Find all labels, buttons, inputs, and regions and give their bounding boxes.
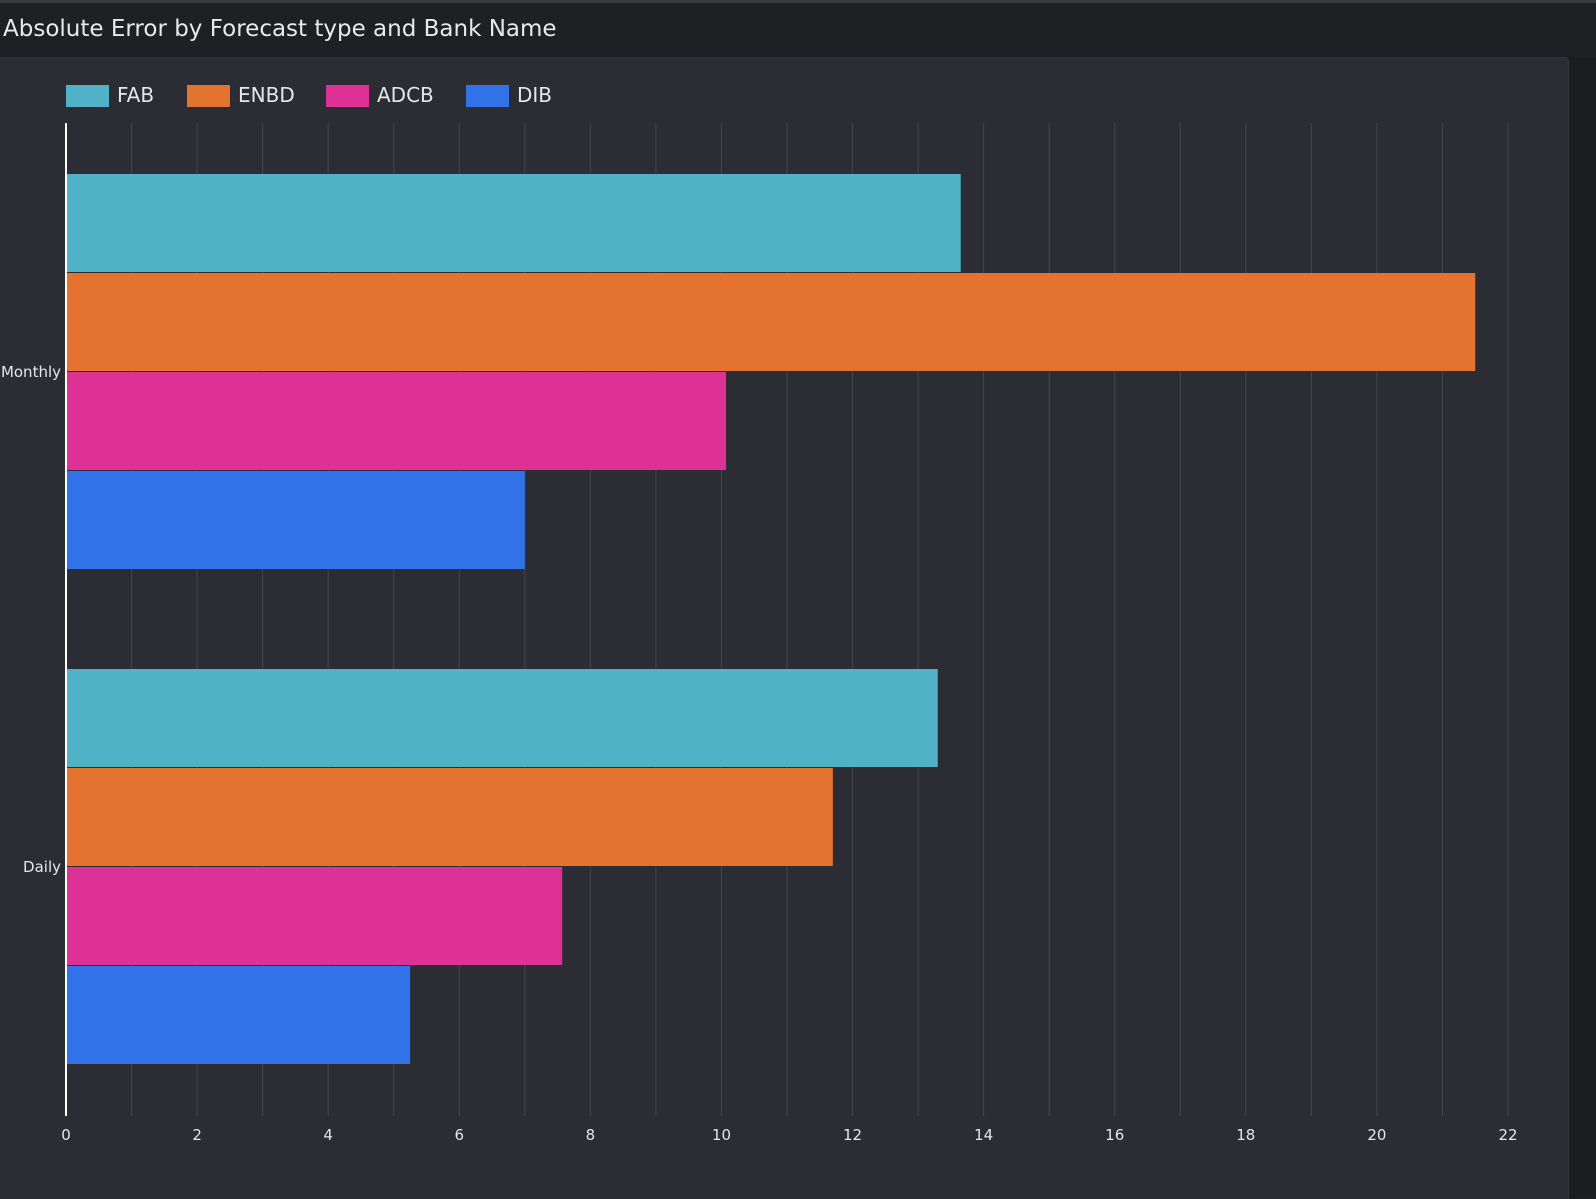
bar-enbd-daily[interactable] (66, 768, 833, 866)
x-tick-label: 2 (192, 1126, 202, 1144)
bar-fab-daily[interactable] (66, 669, 938, 767)
x-tick-label: 14 (974, 1126, 993, 1144)
bar-dib-daily[interactable] (66, 966, 411, 1064)
x-tick-label: 6 (454, 1126, 464, 1144)
right-gutter (1569, 57, 1596, 1198)
bar-adcb-daily[interactable] (66, 867, 563, 965)
bar-dib-monthly[interactable] (66, 471, 525, 569)
legend-label-fab: FAB (117, 83, 155, 107)
x-tick-label: 4 (323, 1126, 333, 1144)
y-category-label: Daily (23, 858, 61, 876)
x-tick-label: 10 (712, 1126, 731, 1144)
bar-enbd-monthly[interactable] (66, 273, 1476, 371)
top-border (0, 0, 1596, 3)
x-tick-label: 20 (1367, 1126, 1386, 1144)
x-tick-label: 12 (843, 1126, 862, 1144)
x-tick-label: 22 (1498, 1126, 1517, 1144)
x-tick-label: 8 (586, 1126, 596, 1144)
legend-swatch-enbd (187, 85, 230, 107)
legend-swatch-dib (466, 85, 509, 107)
legend-swatch-fab (66, 85, 109, 107)
bar-fab-monthly[interactable] (66, 174, 961, 272)
x-tick-label: 16 (1105, 1126, 1124, 1144)
legend-label-enbd: ENBD (238, 83, 295, 107)
y-category-label: Monthly (1, 363, 61, 381)
x-tick-label: 0 (61, 1126, 71, 1144)
legend-label-dib: DIB (517, 83, 553, 107)
legend-label-adcb: ADCB (377, 83, 434, 107)
bar-adcb-monthly[interactable] (66, 372, 727, 470)
legend-swatch-adcb (326, 85, 369, 107)
x-tick-label: 18 (1236, 1126, 1255, 1144)
chart-title: Absolute Error by Forecast type and Bank… (3, 16, 557, 42)
